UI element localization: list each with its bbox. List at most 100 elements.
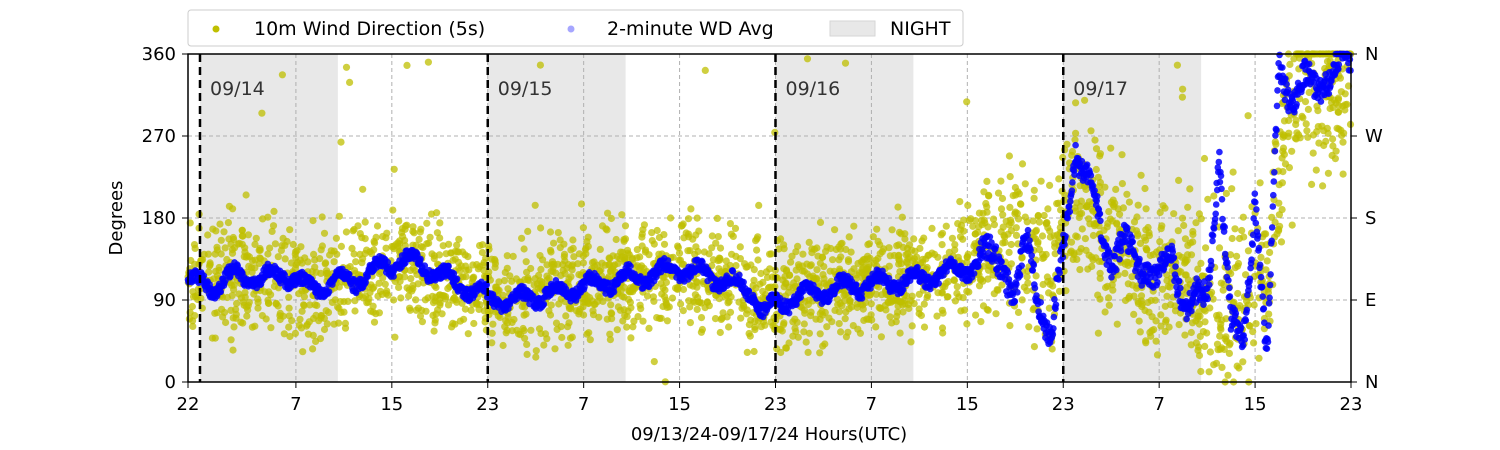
wd5s-point xyxy=(731,224,740,232)
wd5s-point xyxy=(1201,318,1209,326)
wd5s-point xyxy=(640,221,649,229)
wd5s-point xyxy=(1086,220,1094,228)
wd5s-point xyxy=(1076,182,1084,190)
wd5s-point xyxy=(658,290,666,298)
wd5s-point xyxy=(828,318,836,326)
wd5s-point xyxy=(841,315,849,323)
wd5s-point xyxy=(789,284,797,292)
wd5s-point xyxy=(808,245,816,253)
wd5s-point xyxy=(577,200,586,208)
wd5s-point xyxy=(254,298,262,306)
wd5s-point xyxy=(799,250,807,258)
wd2m-point xyxy=(1269,203,1277,210)
wd5s-point xyxy=(594,297,602,305)
wd2m-point xyxy=(200,272,208,280)
wd5s-point xyxy=(269,222,278,230)
wd5s-point xyxy=(778,327,786,335)
wd5s-point xyxy=(285,304,293,312)
wd5s-point xyxy=(1040,253,1048,261)
wd5s-point xyxy=(799,262,807,270)
wd5s-point xyxy=(1229,168,1237,176)
wd5s-point xyxy=(713,214,721,222)
wd5s-point xyxy=(677,300,685,308)
wd5s-point xyxy=(318,312,326,320)
wd5s-point xyxy=(1341,106,1349,114)
wd5s-point xyxy=(859,305,867,313)
wd5s-point xyxy=(395,283,403,291)
wd5s-point xyxy=(800,328,808,336)
wd5s-point xyxy=(669,253,677,261)
wd5s-point xyxy=(1046,227,1054,235)
wd5s-point xyxy=(371,239,379,247)
wd5s-point xyxy=(888,226,896,234)
wd5s-point xyxy=(213,309,221,317)
wd5s-point xyxy=(1112,185,1120,193)
wd5s-point xyxy=(361,218,369,226)
wd5s-point xyxy=(579,224,588,232)
wd5s-point xyxy=(625,288,634,296)
wd5s-point xyxy=(536,61,545,69)
wd2m-point xyxy=(1136,255,1143,263)
wd5s-point xyxy=(937,231,945,239)
wd5s-point xyxy=(221,244,229,252)
wd5s-point xyxy=(603,315,611,323)
wd5s-point xyxy=(450,294,458,302)
wd5s-point xyxy=(228,292,236,300)
wd2m-point xyxy=(1096,210,1104,217)
wd5s-point xyxy=(1329,142,1337,150)
wd5s-point xyxy=(369,302,377,310)
wd5s-point xyxy=(205,268,213,276)
wd5s-point xyxy=(547,301,555,309)
wd5s-point xyxy=(714,233,722,241)
wd5s-point xyxy=(421,296,429,304)
wd5s-point xyxy=(431,319,439,327)
wd2m-point xyxy=(1305,60,1313,68)
wd2m-point xyxy=(1013,280,1020,288)
wd5s-point xyxy=(599,297,607,305)
wd5s-point xyxy=(645,324,653,332)
wd5s-point xyxy=(1333,124,1341,132)
wd5s-point xyxy=(390,296,398,304)
wd5s-point xyxy=(1072,99,1080,107)
wd5s-point xyxy=(211,334,219,342)
wd5s-point xyxy=(464,253,472,261)
wd5s-point xyxy=(643,292,652,300)
wd5s-point xyxy=(985,192,993,200)
wd5s-point xyxy=(1222,189,1230,198)
wd5s-point xyxy=(1329,103,1337,112)
wd5s-point xyxy=(235,239,243,247)
wd5s-point xyxy=(401,225,409,233)
wd5s-point xyxy=(306,301,314,309)
wd5s-point xyxy=(537,265,545,273)
wd5s-point xyxy=(248,268,256,276)
wd5s-point xyxy=(1177,268,1185,276)
wd2m-point xyxy=(1030,261,1038,269)
wd5s-point xyxy=(1007,240,1015,249)
wd5s-point xyxy=(503,252,511,260)
wd5s-point xyxy=(1094,329,1102,337)
wd5s-point xyxy=(520,245,528,253)
wd5s-point xyxy=(543,272,551,280)
wd5s-point xyxy=(907,338,915,346)
wd5s-point xyxy=(1076,266,1084,274)
wd5s-point xyxy=(227,336,235,344)
wd5s-point xyxy=(721,293,729,301)
wd2m-point xyxy=(1177,284,1184,292)
wd5s-point xyxy=(945,248,953,256)
wd5s-point xyxy=(230,235,238,244)
wd5s-point xyxy=(227,306,235,314)
wd5s-point xyxy=(794,333,802,341)
wd5s-point xyxy=(414,280,422,288)
wd5s-point xyxy=(352,258,360,266)
wd5s-point xyxy=(1179,85,1187,93)
wd2m-point xyxy=(1113,266,1120,274)
wd2m-point xyxy=(1225,277,1232,284)
wd5s-point xyxy=(872,323,880,331)
wd2m-point xyxy=(1097,217,1104,225)
wd5s-point xyxy=(550,260,558,268)
wd5s-point xyxy=(997,177,1005,185)
wd5s-point xyxy=(621,222,630,230)
wd5s-point xyxy=(237,318,245,326)
wd5s-point xyxy=(251,322,259,330)
wd2m-point xyxy=(970,270,978,277)
